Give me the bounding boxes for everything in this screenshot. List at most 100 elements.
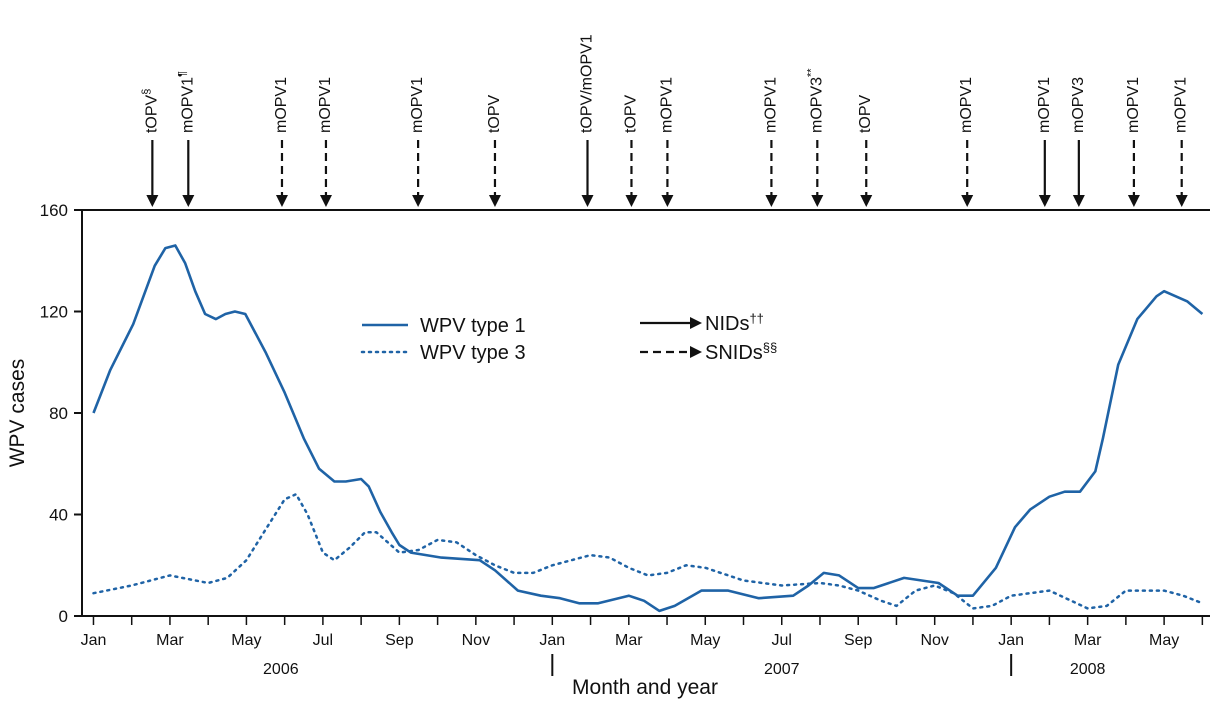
campaign-name: mOPV1: [958, 77, 975, 133]
arrow: [182, 140, 195, 207]
x-tick-label: Jan: [998, 632, 1024, 649]
campaign-name: mOPV3: [809, 77, 826, 133]
arrow-head: [625, 195, 638, 207]
arrow-head: [1127, 195, 1140, 207]
arrow: [275, 140, 288, 207]
x-tick-label: May: [690, 632, 720, 649]
legend-label: NIDs††: [705, 311, 764, 336]
arrow-head: [1175, 195, 1188, 207]
campaign-name: mOPV1: [659, 77, 676, 133]
arrow: [488, 140, 501, 207]
arrow: [640, 317, 702, 329]
campaign-name: mOPV1: [1125, 77, 1142, 133]
x-tick-label: Mar: [615, 632, 643, 649]
campaign-name: mOPV1: [273, 77, 290, 133]
campaign-name: mOPV1: [180, 77, 197, 133]
y-tick-label: 120: [40, 303, 68, 322]
year-label: 2006: [263, 661, 299, 678]
campaign-name: tOPV: [857, 94, 874, 133]
arrow-head: [182, 195, 195, 207]
campaign-label: mOPV1: [273, 77, 290, 133]
arrow: [1175, 140, 1188, 207]
arrow: [640, 346, 702, 358]
year-label: 2008: [1070, 661, 1106, 678]
arrow-head: [860, 195, 873, 207]
x-tick-label: Jan: [81, 632, 107, 649]
y-tick-label: 80: [49, 404, 68, 423]
arrow-head: [275, 195, 288, 207]
x-tick-label: Sep: [385, 632, 414, 649]
legend-note: ††: [749, 311, 763, 326]
x-axis-label: Month and year: [572, 676, 718, 699]
campaign-note: §: [140, 89, 152, 95]
arrow-head: [961, 195, 974, 207]
campaign-label: tOPV/mOPV1: [579, 34, 596, 133]
campaign-label: mOPV1: [659, 77, 676, 133]
x-tick-label: Mar: [156, 632, 184, 649]
arrow-head: [690, 346, 702, 358]
arrow: [860, 140, 873, 207]
legend-name: SNIDs: [705, 342, 763, 364]
series-line: [92, 492, 1204, 610]
campaign-name: mOPV3: [1070, 77, 1087, 133]
y-tick-label: 40: [49, 506, 68, 525]
arrow-head: [1038, 195, 1051, 207]
campaign-name: mOPV1: [1036, 77, 1053, 133]
y-tick-label: 0: [59, 607, 68, 626]
legend-name: NIDs: [705, 313, 749, 335]
arrow-head: [581, 195, 594, 207]
campaign-label: mOPV3: [1070, 77, 1087, 133]
campaign-name: mOPV1: [1173, 77, 1190, 133]
legend-label: WPV type 1: [420, 315, 526, 337]
arrow-head: [690, 317, 702, 329]
arrow: [146, 140, 159, 207]
campaign-label: mOPV1: [409, 77, 426, 133]
campaign-name: tOPV: [623, 94, 640, 133]
arrow-head: [811, 195, 824, 207]
x-tick-label: Sep: [844, 632, 873, 649]
arrow: [581, 140, 594, 207]
arrow: [961, 140, 974, 207]
campaign-note: ¶: [176, 71, 188, 77]
campaign-note: **: [805, 68, 817, 77]
campaign-name: mOPV1: [409, 77, 426, 133]
arrow: [811, 140, 824, 207]
campaign-label: mOPV1: [1173, 77, 1190, 133]
arrow: [1127, 140, 1140, 207]
arrow-head: [412, 195, 425, 207]
x-tick-label: Jul: [772, 632, 792, 649]
campaign-label: tOPV: [623, 94, 640, 133]
campaign-name: tOPV/mOPV1: [579, 34, 596, 133]
x-tick-label: Nov: [462, 632, 490, 649]
arrow: [661, 140, 674, 207]
campaign-label: mOPV3**: [805, 68, 825, 133]
arrow-head: [765, 195, 778, 207]
campaign-label: mOPV1: [763, 77, 780, 133]
legend-label: WPV type 3: [420, 342, 526, 364]
x-tick-label: May: [1149, 632, 1179, 649]
arrow: [1072, 140, 1085, 207]
arrow: [1038, 140, 1051, 207]
campaign-name: mOPV1: [317, 77, 334, 133]
year-label: 2007: [764, 661, 800, 678]
campaign-label: tOPV: [486, 94, 503, 133]
campaign-label: mOPV1: [1036, 77, 1053, 133]
campaign-label: tOPV: [857, 94, 874, 133]
campaign-label: mOPV1¶: [176, 71, 196, 133]
x-tick-label: Nov: [920, 632, 948, 649]
x-tick-label: Jan: [539, 632, 565, 649]
campaign-name: tOPV: [144, 94, 161, 133]
campaign-label: mOPV1: [958, 77, 975, 133]
series-line: [92, 244, 1204, 613]
arrow-head: [488, 195, 501, 207]
campaign-name: mOPV1: [763, 77, 780, 133]
y-axis-label: WPV cases: [6, 359, 29, 468]
campaign-label: tOPV§: [140, 89, 160, 133]
arrow-head: [319, 195, 332, 207]
legend-label: SNIDs§§: [705, 340, 777, 365]
arrow: [625, 140, 638, 207]
x-tick-label: Mar: [1074, 632, 1102, 649]
y-tick-label: 160: [40, 201, 68, 220]
